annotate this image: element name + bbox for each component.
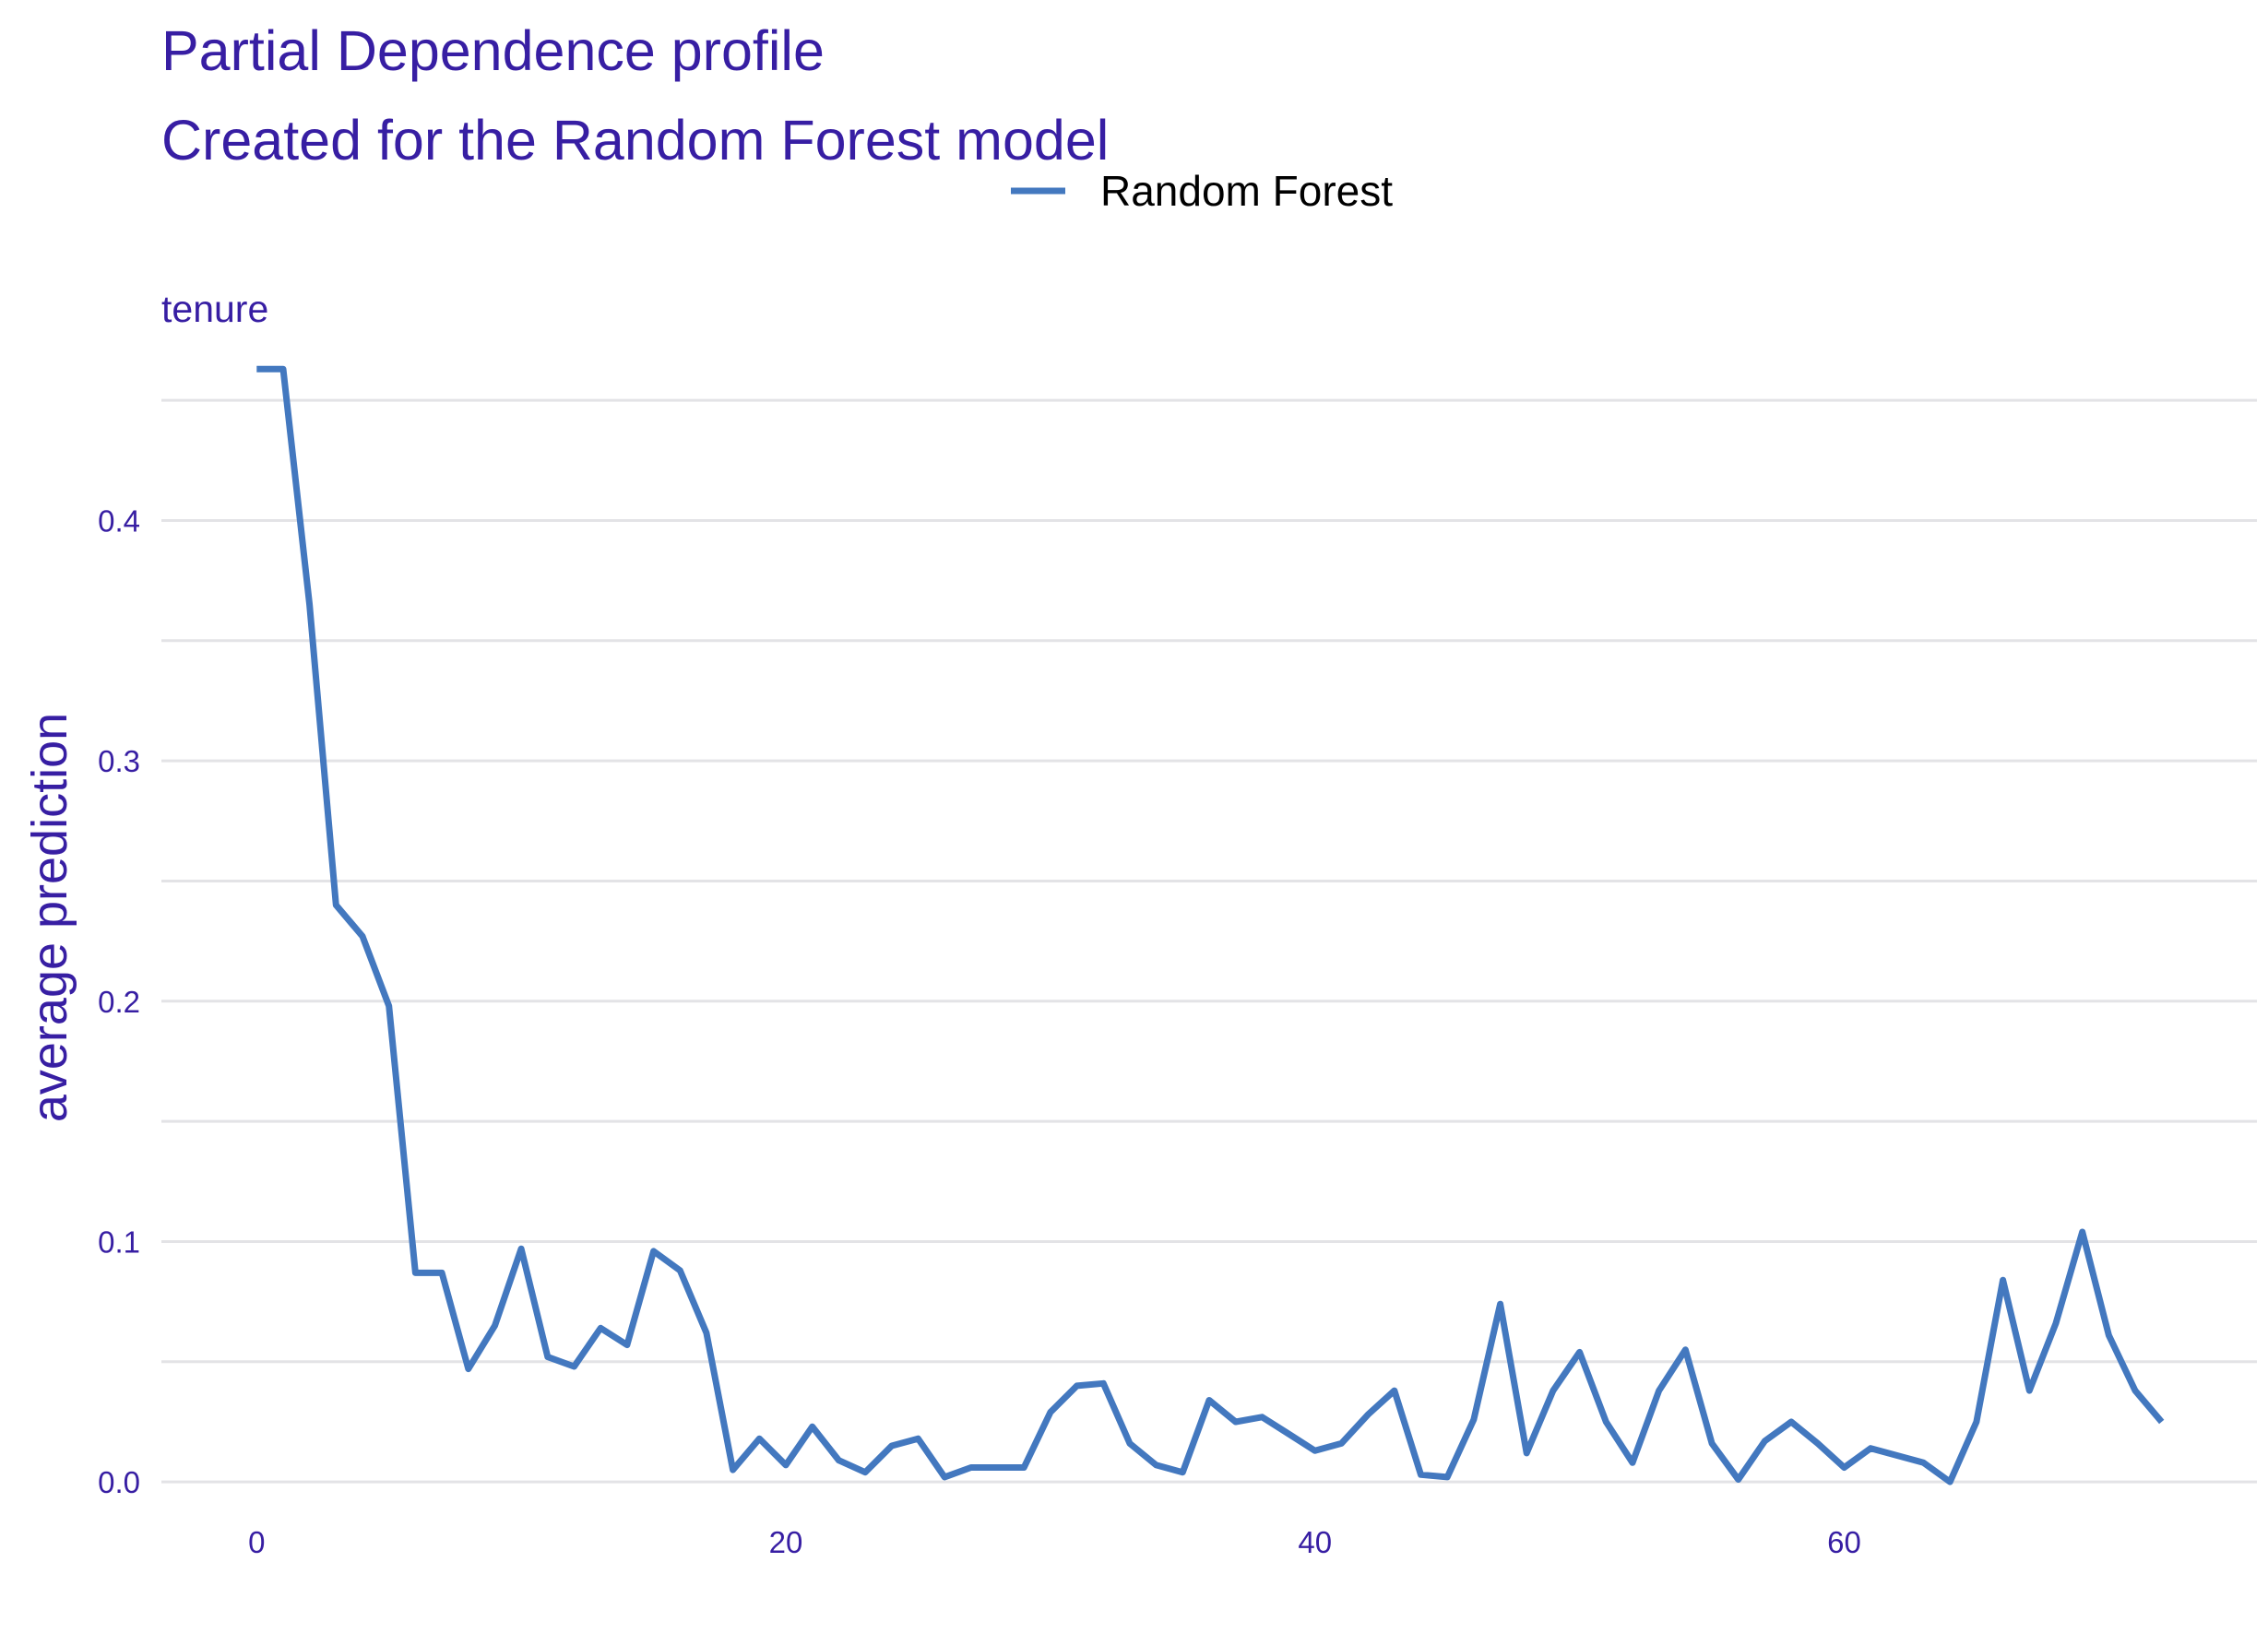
y-tick-label: 0.2 <box>98 985 140 1019</box>
y-axis-label: average prediction <box>22 713 77 1122</box>
x-tick-label: 0 <box>248 1525 265 1559</box>
y-tick-label: 0.0 <box>98 1465 140 1499</box>
legend-label-random-forest: Random Forest <box>1100 167 1393 215</box>
y-tick-label: 0.4 <box>98 503 140 538</box>
panel-label: tenure <box>161 288 268 330</box>
legend: Random Forest <box>1011 167 1393 215</box>
y-tick-label: 0.3 <box>98 744 140 778</box>
chart-title: Partial Dependence profile <box>161 19 825 82</box>
x-tick-label: 20 <box>769 1525 803 1559</box>
series-line-random-forest <box>256 365 2165 1485</box>
grid-lines <box>161 398 2257 1484</box>
y-tick-labels: 0.0 0.1 0.2 0.3 0.4 <box>98 503 140 1499</box>
x-tick-labels: 0 20 40 60 <box>248 1525 1861 1559</box>
series-lines <box>256 365 2165 1485</box>
y-tick-label: 0.1 <box>98 1225 140 1259</box>
chart-subtitle: Created for the Random Forest model <box>161 109 1109 172</box>
x-tick-label: 40 <box>1298 1525 1332 1559</box>
x-tick-label: 60 <box>1827 1525 1861 1559</box>
